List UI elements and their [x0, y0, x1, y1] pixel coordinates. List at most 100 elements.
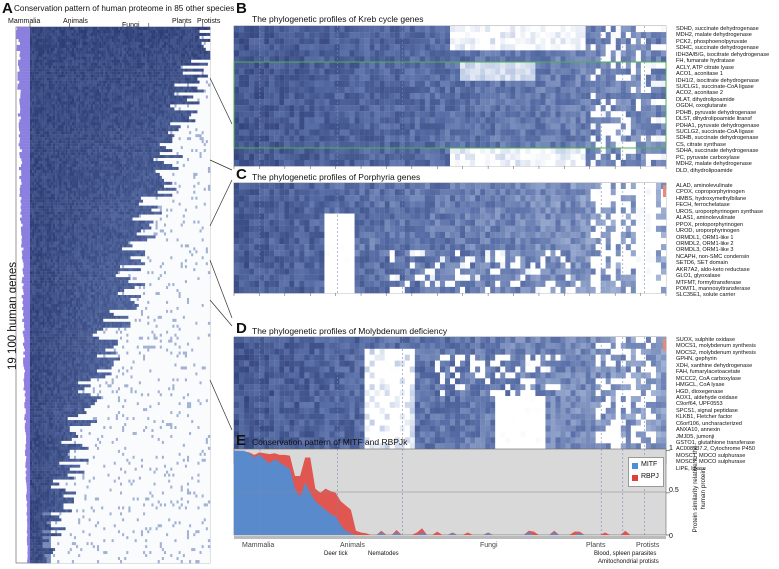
porphyria-heatmap — [233, 182, 667, 296]
molybdenum-heatmap — [233, 336, 667, 464]
molybdenum-gene-label: HGD, dioxegenase — [676, 389, 756, 395]
panel-a-letter: A — [2, 0, 13, 17]
kreb-gene-label: SDHA, succinate dehydrogenase — [676, 148, 769, 154]
porphyria-gene-label: FECH, ferrochelatase — [676, 202, 763, 208]
panel-d-letter: D — [236, 320, 247, 337]
e-group-mammalia: Mammalia — [242, 542, 274, 549]
e-group-fungi: Fungi — [480, 542, 498, 549]
mitf-legend-label: MITF — [641, 461, 657, 468]
kreb-heatmap — [233, 25, 667, 169]
kreb-gene-label: MDH2, malate dehydrogenase — [676, 161, 769, 167]
porphyria-gene-label: HMBS, hydroxymethylbilane — [676, 196, 763, 202]
porphyria-gene-label: ORMDL1, ORM1-like 1 — [676, 235, 763, 241]
e-ytick-05: 0.5 — [669, 487, 679, 494]
panel-c-title: The phylogenetic profiles of Porphyria g… — [252, 172, 420, 182]
porphyria-gene-label: SETD6, SET domain — [676, 260, 763, 266]
molybdenum-gene-list: SUOX, sulphite oxidase MOCS1, molybdenum … — [676, 337, 756, 472]
molybdenum-gene-label: C6orf106, uncharacterized — [676, 421, 756, 427]
callout-nematodes: Nematodes — [368, 551, 399, 557]
molybdenum-gene-label: AC008537.2, Cytochrome P450 — [676, 446, 756, 452]
molybdenum-gene-label: MCCC2, CoA carboxylase — [676, 376, 756, 382]
molybdenum-gene-label: SPCS1, signal peptidase — [676, 408, 756, 414]
e-group-animals: Animals — [340, 542, 365, 549]
molybdenum-gene-label: C9orf64, UPF0553 — [676, 401, 756, 407]
molybdenum-gene-label: LIPE, lipase — [676, 466, 756, 472]
molybdenum-gene-label: MOSC2, MOCO sulphurase — [676, 459, 756, 465]
panel-a-group-fungi: Fungi — [122, 22, 140, 29]
mitf-rbpj-area-chart — [233, 448, 670, 539]
kreb-gene-label: IDH3A/B/G, isocitrate dehydrogenase — [676, 52, 769, 58]
panel-b-title: The phylogenetic profiles of Kreb cycle … — [252, 14, 424, 24]
rbpj-legend-swatch — [632, 475, 638, 481]
kreb-gene-list: SDHD, succinate dehydrogenase MDH2, malat… — [676, 26, 769, 174]
kreb-gene-label: DLST, dihydrolipoamide ltransf — [676, 116, 769, 122]
kreb-gene-label: SUCLG1, succinate-CoA ligase — [676, 84, 769, 90]
kreb-gene-label: SDHC, succinate dehydrogenase — [676, 45, 769, 51]
porphyria-gene-label: PPOX, protoporphyrinogen — [676, 222, 763, 228]
kreb-gene-label: DLAT, dihydrolipoamide — [676, 97, 769, 103]
kreb-gene-label: PDHA1, pyruvate dehydrogenase — [676, 123, 769, 129]
panel-d-title: The phylogenetic profiles of Molybdenum … — [252, 326, 447, 336]
e-ytick-0: 0 — [669, 533, 673, 540]
kreb-gene-label: ACLY, ATP citrate lyase — [676, 65, 769, 71]
molybdenum-gene-label: MOSC1, MOCO sulphurase — [676, 453, 756, 459]
panel-a-group-mammalia: Mammalia — [8, 18, 40, 25]
porphyria-gene-label: ORMDL2, ORM1-like 2 — [676, 241, 763, 247]
porphyria-gene-label: SLC35E1, solute carrier — [676, 292, 763, 298]
kreb-gene-label: SDHB, succinate dehydrogenase — [676, 135, 769, 141]
kreb-gene-label: OGDH, oxoglutarate — [676, 103, 769, 109]
molybdenum-gene-label: KLKB1, Fletcher factor — [676, 414, 756, 420]
panel-c-letter: C — [236, 166, 247, 183]
molybdenum-gene-label: XDH, xanthine dehydrogenase — [676, 363, 756, 369]
molybdenum-gene-label: SUOX, sulphite oxidase — [676, 337, 756, 343]
kreb-gene-label: FH, fumarate hydratase — [676, 58, 769, 64]
porphyria-gene-label: UROS, uroporphyrinogen synthase — [676, 209, 763, 215]
molybdenum-gene-label: MOCS2, molybdenum synthesis — [676, 350, 756, 356]
e-ytick-1: 1 — [669, 445, 673, 452]
callout-deer-tick: Deer tick — [324, 551, 348, 557]
kreb-gene-label: DLD, dihydrolipoamide — [676, 168, 769, 174]
callout-blood-parasites: Blood, spleen parasites — [594, 551, 656, 557]
molybdenum-gene-label: GSTO1, glutathione transferase — [676, 440, 756, 446]
kreb-gene-label: IDH1/2, isocitrate dehydrogenase — [676, 78, 769, 84]
proteome-heatmap — [15, 23, 211, 564]
panel-a-group-plants: Plants — [172, 18, 191, 25]
porphyria-gene-label: UROD, uroporphyrinogen — [676, 228, 763, 234]
molybdenum-gene-label: GPHN, gephyrin — [676, 356, 756, 362]
porphyria-gene-label: MTFMT, formyltransferase — [676, 280, 763, 286]
porphyria-gene-label: AKR7A2, aldo-keto reductase — [676, 267, 763, 273]
molybdenum-gene-label: HMGCL, CoA lyase — [676, 382, 756, 388]
rbpj-area — [234, 450, 666, 535]
kreb-gene-label: CS, citrate synthase — [676, 142, 769, 148]
porphyria-gene-label: NCAPH, non-SMC condensin — [676, 254, 763, 260]
mitf-legend-swatch — [632, 463, 638, 469]
kreb-gene-label: ACO1, aconitase 1 — [676, 71, 769, 77]
kreb-gene-label: PCK2, phosphoenolpyruvate — [676, 39, 769, 45]
molybdenum-gene-label: AOX1, aldehyde oxidase — [676, 395, 756, 401]
callout-amitochondrial: Amitochondrial protists — [598, 559, 659, 565]
porphyria-gene-list: ALAD, aminolevulinate CPOX, coproporphyri… — [676, 183, 763, 299]
panel-b-letter: B — [236, 0, 247, 17]
e-ylabel: Protein similarity relative to the human… — [688, 445, 712, 540]
kreb-gene-label: SUCLG2, succinate-CoA ligase — [676, 129, 769, 135]
porphyria-gene-label: POMT1, mannosyltransferase — [676, 286, 763, 292]
kreb-gene-label: SDHD, succinate dehydrogenase — [676, 26, 769, 32]
molybdenum-gene-label: ANXA10, annexin — [676, 427, 756, 433]
porphyria-gene-label: ORMDL3, ORM1-like 3 — [676, 247, 763, 253]
mitf-area — [234, 450, 666, 535]
porphyria-gene-label: CPOX, coproporphyrinogen — [676, 189, 763, 195]
kreb-gene-label: ACO2, aconitase 2 — [676, 90, 769, 96]
molybdenum-gene-label: MOCS1, molybdenum synthesis — [676, 343, 756, 349]
panel-a-title: Conservation pattern of human proteome i… — [14, 4, 234, 13]
molybdenum-gene-label: JMJD5, jumonji — [676, 434, 756, 440]
panel-a-group-protists: Protists — [197, 18, 220, 25]
panel-a-group-animals: Animals — [63, 18, 88, 25]
e-legend: MITF RBPJ — [628, 457, 664, 487]
kreb-gene-label: MDH2, malate dehydrogenase — [676, 32, 769, 38]
porphyria-gene-label: ALAS1, aminolevulinate — [676, 215, 763, 221]
panel-e-letter: E — [236, 432, 246, 449]
porphyria-gene-label: ALAD, aminolevulinate — [676, 183, 763, 189]
kreb-gene-label: PDHB, pyruvate dehydrogenase — [676, 110, 769, 116]
molybdenum-gene-label: FAH, fumarylacetoacetate — [676, 369, 756, 375]
